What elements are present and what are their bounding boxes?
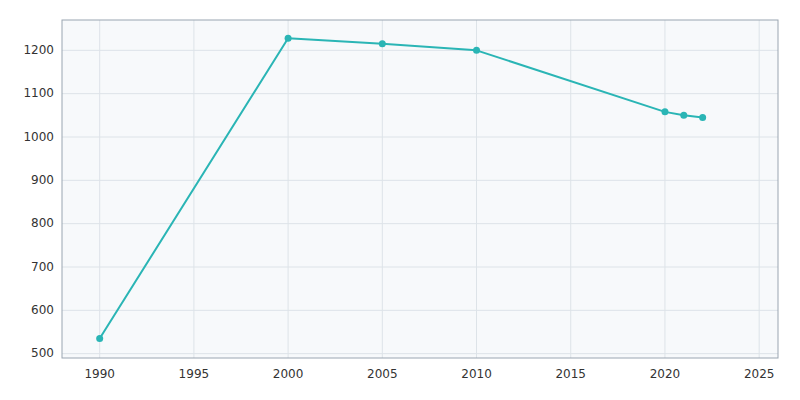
grid-line — [62, 267, 778, 268]
tick-label: 1000 — [23, 130, 54, 144]
grid-line — [62, 180, 778, 181]
tick-label: 600 — [31, 303, 54, 317]
line — [100, 38, 703, 338]
tick-label: 700 — [31, 260, 54, 274]
grid-line — [62, 223, 778, 224]
plot-frame — [62, 20, 778, 358]
tick-label: 1990 — [84, 367, 115, 381]
grid-line — [664, 20, 665, 358]
tick-label: 1100 — [23, 86, 54, 100]
tick-label: 2000 — [273, 367, 304, 381]
tick-label: 2005 — [367, 367, 398, 381]
tick-label: 2010 — [461, 367, 492, 381]
tick-label: 1200 — [23, 43, 54, 57]
series — [96, 35, 706, 342]
tick-label: 500 — [31, 346, 54, 360]
tick-label: 2015 — [555, 367, 586, 381]
marker — [680, 112, 687, 119]
grid-line — [570, 20, 571, 358]
grid-line — [62, 353, 778, 354]
marker — [661, 108, 668, 115]
grid-line — [62, 310, 778, 311]
marker — [285, 35, 292, 42]
grid-line — [288, 20, 289, 358]
tick-label: 900 — [31, 173, 54, 187]
marker — [379, 40, 386, 47]
grid-line — [759, 20, 760, 358]
plot-area — [62, 20, 778, 358]
grid-line — [382, 20, 383, 358]
grid — [62, 20, 778, 358]
grid-line — [62, 50, 778, 51]
grid-line — [62, 93, 778, 94]
tick-label: 2020 — [650, 367, 681, 381]
grid-line — [99, 20, 100, 358]
tick-label: 800 — [31, 216, 54, 230]
tick-label: 2025 — [744, 367, 775, 381]
grid-line — [476, 20, 477, 358]
grid-line — [62, 137, 778, 138]
marker — [699, 114, 706, 121]
marker — [96, 335, 103, 342]
chart: 500 600 700 800 900 1000 1100 1200 1990 1995 2000 2… — [0, 0, 800, 400]
marker — [473, 47, 480, 54]
tick-label: 1995 — [179, 367, 210, 381]
